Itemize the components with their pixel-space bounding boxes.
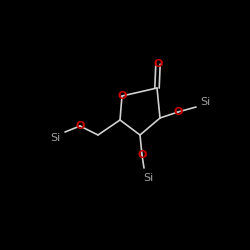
Text: O: O xyxy=(153,59,163,69)
Text: O: O xyxy=(75,121,85,131)
Text: Si: Si xyxy=(200,97,210,107)
Text: Si: Si xyxy=(50,133,60,143)
Text: Si: Si xyxy=(143,173,153,183)
Text: O: O xyxy=(173,107,183,117)
Text: O: O xyxy=(137,150,147,160)
Text: O: O xyxy=(117,91,127,101)
